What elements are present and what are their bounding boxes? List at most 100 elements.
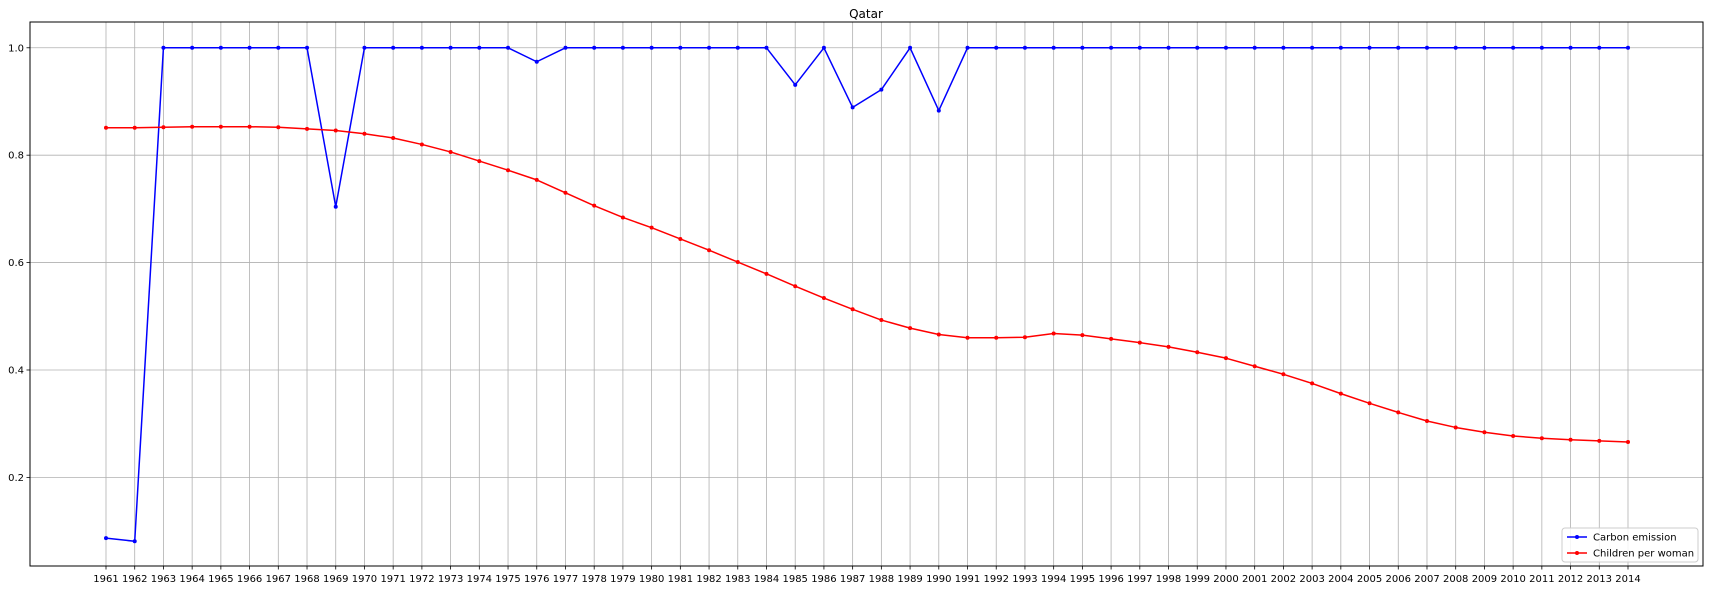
data-point-carbon-emission: [764, 45, 769, 50]
x-tick-label: 1972: [409, 574, 434, 585]
data-point-children-per-woman: [735, 260, 740, 265]
x-tick-label: 1965: [208, 574, 233, 585]
data-point-children-per-woman: [1022, 335, 1027, 340]
x-axis: 1961 1962 1963 1964 1965 1966 1967 1968 1969 1970…: [93, 566, 1641, 585]
data-point-children-per-woman: [908, 326, 913, 331]
data-point-children-per-woman: [764, 271, 769, 276]
x-tick-label: 1992: [983, 574, 1008, 585]
series-group: [104, 45, 1630, 544]
x-tick-label: 2014: [1615, 574, 1640, 585]
x-tick-label: 1982: [696, 574, 721, 585]
data-point-carbon-emission: [276, 45, 281, 50]
data-point-carbon-emission: [1051, 45, 1056, 50]
x-tick-label: 2011: [1529, 574, 1554, 585]
data-point-carbon-emission: [1482, 45, 1487, 50]
x-tick-label: 1975: [495, 574, 520, 585]
data-point-carbon-emission: [1539, 45, 1544, 50]
data-point-children-per-woman: [1568, 437, 1573, 442]
data-point-carbon-emission: [793, 82, 798, 87]
data-point-carbon-emission: [104, 536, 108, 541]
data-point-carbon-emission: [850, 105, 855, 110]
data-point-carbon-emission: [1223, 45, 1228, 50]
data-point-carbon-emission: [362, 45, 367, 50]
x-tick-label: 2008: [1443, 574, 1468, 585]
x-tick-label: 1996: [1098, 574, 1123, 585]
data-point-children-per-woman: [247, 124, 252, 129]
legend-marker-children-per-woman: [1575, 551, 1579, 555]
data-point-carbon-emission: [649, 45, 654, 50]
data-point-carbon-emission: [506, 45, 511, 50]
x-tick-label: 1988: [869, 574, 894, 585]
x-tick-label: 2001: [1242, 574, 1267, 585]
y-tick-label: 0.6: [8, 258, 24, 269]
data-point-children-per-woman: [1051, 331, 1056, 336]
x-tick-label: 1985: [782, 574, 807, 585]
x-tick-label: 1998: [1156, 574, 1181, 585]
x-tick-label: 1966: [237, 574, 262, 585]
x-tick-label: 1979: [610, 574, 635, 585]
data-point-children-per-woman: [850, 307, 855, 312]
data-point-carbon-emission: [190, 45, 195, 50]
data-point-children-per-woman: [620, 215, 625, 220]
data-point-children-per-woman: [132, 125, 137, 130]
data-point-children-per-woman: [391, 136, 396, 140]
data-point-children-per-woman: [563, 190, 568, 195]
data-point-children-per-woman: [104, 125, 108, 130]
data-point-carbon-emission: [1109, 45, 1114, 50]
x-tick-label: 1961: [93, 574, 118, 585]
data-point-children-per-woman: [1367, 401, 1372, 406]
legend-marker-carbon-emission: [1575, 535, 1579, 539]
x-tick-label: 1987: [840, 574, 865, 585]
data-point-carbon-emission: [592, 45, 597, 50]
data-point-children-per-woman: [1338, 391, 1343, 396]
y-tick-label: 1.0: [8, 43, 24, 54]
data-point-children-per-woman: [1597, 438, 1602, 443]
data-point-carbon-emission: [448, 45, 453, 50]
x-tick-label: 2013: [1587, 574, 1612, 585]
data-point-carbon-emission: [620, 45, 625, 50]
data-point-children-per-woman: [1252, 364, 1257, 369]
data-point-children-per-woman: [1281, 372, 1286, 377]
data-point-children-per-woman: [1453, 425, 1458, 430]
x-tick-label: 1991: [955, 574, 980, 585]
data-point-children-per-woman: [1109, 336, 1114, 341]
x-tick-label: 1997: [1127, 574, 1152, 585]
data-point-carbon-emission: [477, 45, 482, 50]
legend-box: [1561, 527, 1699, 563]
data-point-carbon-emission: [1367, 45, 1372, 50]
x-tick-label: 1978: [581, 574, 606, 585]
x-tick-label: 1994: [1041, 574, 1066, 585]
data-point-children-per-woman: [936, 332, 941, 337]
x-tick-label: 2000: [1213, 574, 1238, 585]
data-point-carbon-emission: [563, 45, 568, 50]
data-point-children-per-woman: [1511, 434, 1516, 439]
data-point-carbon-emission: [1453, 45, 1458, 50]
data-point-children-per-woman: [1396, 410, 1401, 415]
data-point-children-per-woman: [821, 296, 826, 301]
data-point-children-per-woman: [1137, 340, 1142, 345]
data-point-children-per-woman: [1626, 439, 1630, 444]
data-point-carbon-emission: [305, 45, 310, 50]
data-point-carbon-emission: [1597, 45, 1602, 50]
x-tick-label: 1989: [897, 574, 922, 585]
data-point-children-per-woman: [190, 124, 195, 129]
data-point-carbon-emission: [1281, 45, 1286, 50]
data-point-carbon-emission: [994, 45, 999, 50]
data-point-carbon-emission: [678, 45, 683, 50]
data-point-carbon-emission: [1626, 45, 1630, 50]
chart-title: Qatar: [849, 7, 883, 21]
x-tick-label: 2002: [1271, 574, 1296, 585]
data-point-carbon-emission: [735, 45, 740, 50]
x-tick-label: 1984: [754, 574, 779, 585]
x-tick-label: 1990: [926, 574, 951, 585]
data-point-carbon-emission: [965, 45, 970, 50]
data-point-children-per-woman: [879, 318, 884, 323]
data-point-children-per-woman: [218, 124, 223, 129]
x-tick-label: 1983: [725, 574, 750, 585]
y-tick-label: 0.8: [8, 151, 24, 162]
x-tick-label: 1968: [294, 574, 319, 585]
x-tick-label: 2003: [1299, 574, 1324, 585]
x-tick-label: 2012: [1558, 574, 1583, 585]
data-point-carbon-emission: [132, 539, 137, 544]
x-tick-label: 1999: [1185, 574, 1210, 585]
